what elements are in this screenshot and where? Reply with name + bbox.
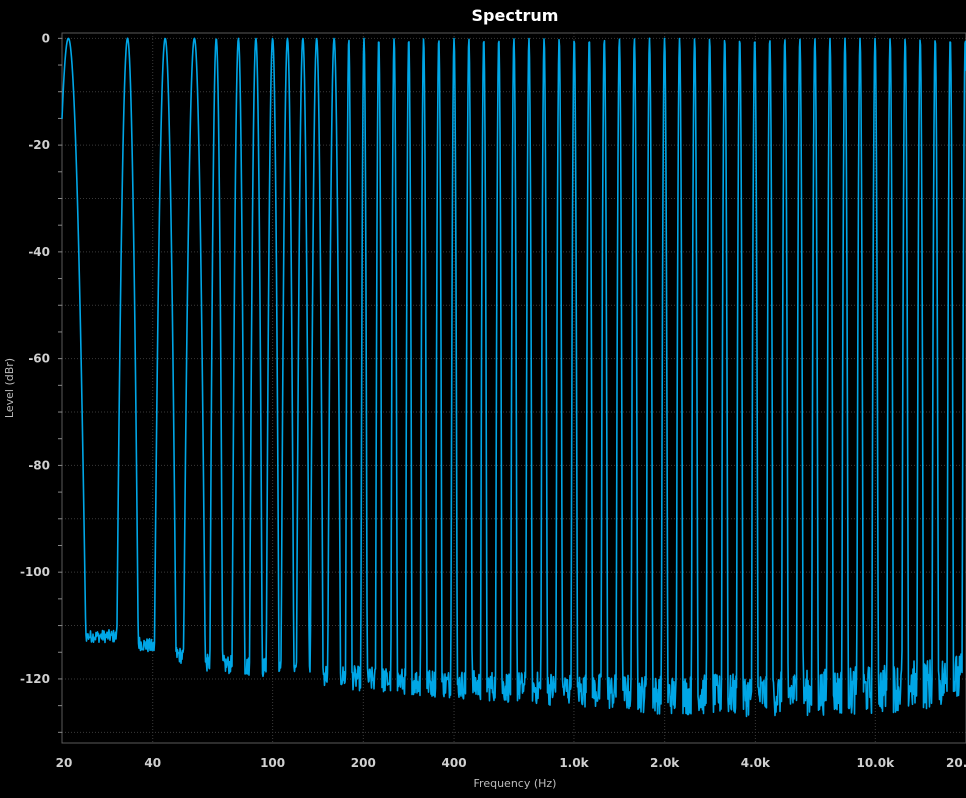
series-group [61,37,966,718]
chart-title: Spectrum [472,6,559,25]
y-tick-label: -100 [20,565,50,579]
y-axis-label: Level (dBr) [3,358,16,418]
y-tick-label: 0 [42,31,50,45]
y-tick-labels: 0 -20 -40 -60 -80 -100 -120 [20,31,50,686]
x-tick-label: 10.0k [856,756,895,770]
x-tick-labels: 20 40 100 200 400 1.0k 2.0k 4.0k 10.0k 20.0k [56,756,966,770]
x-tick-label: 1.0k [559,756,589,770]
x-tick-label: 400 [442,756,467,770]
y-tick-label: -80 [28,458,50,472]
x-tick-label: 200 [351,756,376,770]
x-tick-label: 20 [56,756,73,770]
y-tick-label: -60 [28,352,50,366]
y-tick-label: -20 [28,138,50,152]
x-tick-label: 40 [144,756,161,770]
plot-frame [61,32,966,744]
spectrum-series-line [61,37,966,718]
y-tick-label: -120 [20,672,50,686]
y-tick-label: -40 [28,245,50,259]
x-tick-label: 20.0k [946,756,966,770]
x-axis-label: Frequency (Hz) [474,777,557,790]
x-tick-label: 4.0k [741,756,771,770]
y-minor-ticks [58,37,62,733]
x-tick-label: 100 [260,756,285,770]
x-tick-label: 2.0k [650,756,680,770]
